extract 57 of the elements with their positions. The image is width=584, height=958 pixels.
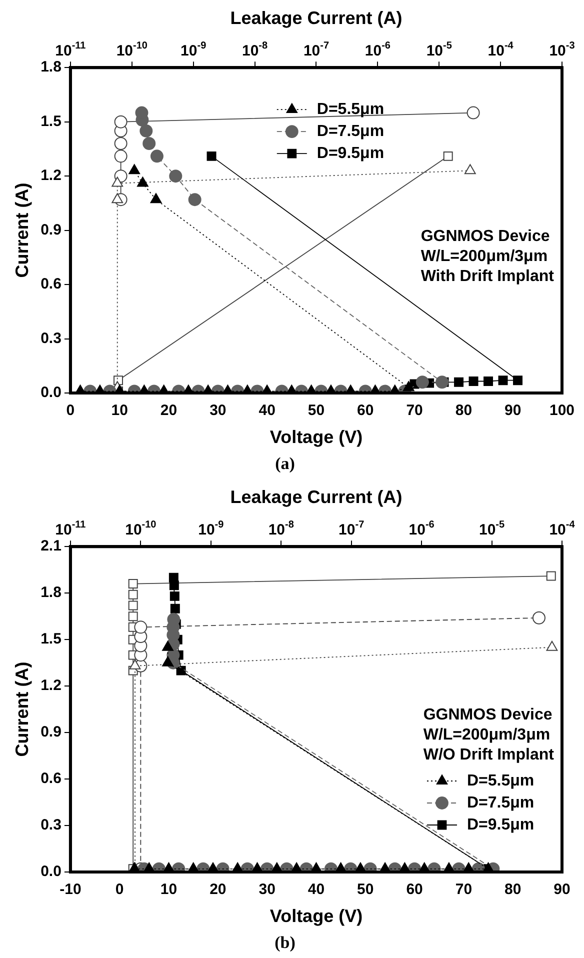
legend-label: D=7.5μm [467,794,534,812]
x-tick-label: 70 [455,881,472,898]
x2-axis-title: Leakage Current (A) [230,8,402,28]
x-tick-label: 90 [504,402,522,420]
y-tick-label: 0.6 [40,276,62,293]
y-tick-label: 0.3 [40,330,62,347]
legend-label: D=7.5μm [316,123,384,140]
x-tick-label: 30 [258,881,276,898]
y-tick-label: 0.9 [40,221,62,238]
annotation: With Drift Implant [420,268,555,286]
y-tick-label: 0.0 [40,863,62,880]
y-tick-label: 0.0 [40,384,62,402]
x-tick-label: 50 [308,402,325,420]
annotation: W/L=200μm/3μm [423,726,550,744]
y-tick-label: 0.9 [40,724,62,741]
text: (b) [274,933,296,952]
y-axis-title: Current (A) [12,182,32,278]
y-tick-label: 1.5 [40,112,62,130]
x-tick-label: 0 [115,881,124,898]
y-axis-title: Current (A) [12,662,32,757]
x-tick-label: -10 [60,881,82,898]
legend-label: D=9.5μm [316,145,384,162]
x-tick-label: 60 [357,402,374,420]
legend-label: D=9.5μm [467,816,534,834]
y-tick-label: 0.3 [40,816,62,834]
x-tick-label: 30 [210,402,226,420]
x-axis-title: Voltage (V) [270,426,363,447]
annotation: W/O Drift Implant [423,746,555,764]
x-tick-label: 50 [357,881,374,898]
x-tick-label: 90 [554,881,570,898]
legend-label: D=5.5μm [467,772,534,790]
y-tick-label: 0.6 [40,770,62,788]
x-tick-label: 10 [111,402,128,420]
y-tick-label: 1.8 [40,584,62,602]
x-tick-label: 0 [66,402,75,420]
x-tick-label: 20 [160,402,178,420]
x-tick-label: 10 [160,881,178,898]
annotation: GGNMOS Device [420,228,550,246]
y-tick-label: 1.8 [40,58,62,76]
text: (a) [275,454,295,474]
x2-axis-title: Leakage Current (A) [230,486,402,507]
x-tick-label: 20 [210,881,226,898]
annotation: W/L=200μm/3μm [420,248,548,266]
annotation: GGNMOS Device [423,706,552,724]
y-tick-label: 1.2 [40,677,62,694]
x-axis-title: Voltage (V) [270,906,363,926]
y-tick-label: 2.1 [40,538,62,555]
x-tick-label: 100 [549,402,575,420]
x-tick-label: 80 [504,881,522,898]
legend-label: D=5.5μm [316,101,384,118]
x-tick-label: 60 [406,881,423,898]
y-tick-label: 1.5 [40,630,62,648]
x-tick-label: 70 [406,402,423,420]
x-tick-label: 40 [308,881,325,898]
x-tick-label: 80 [455,402,472,420]
x-tick-label: 40 [258,402,276,420]
y-tick-label: 1.2 [40,167,62,184]
